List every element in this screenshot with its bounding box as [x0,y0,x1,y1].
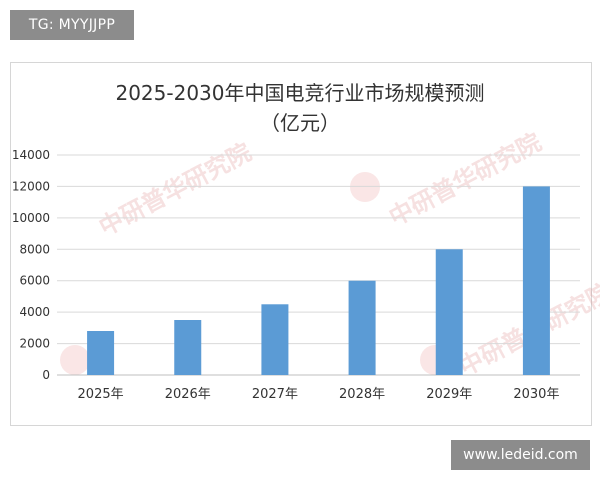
x-tick-label: 2026年 [165,387,211,402]
bar [348,280,376,375]
bar [435,249,463,375]
bar [261,304,289,375]
x-tick-label: 2030年 [513,387,559,402]
bar [87,331,115,375]
y-tick-label: 6000 [19,274,50,288]
x-tick-label: 2027年 [252,387,298,402]
y-tick-label: 2000 [19,337,50,351]
y-tick-label: 0 [42,368,50,382]
tg-tag: TG: MYYJJPP [10,10,134,40]
bar [522,186,550,375]
y-tick-label: 4000 [19,305,50,319]
chart-title-block: 2025-2030年中国电竞行业市场规模预测 （亿元） [10,78,590,138]
x-tick-label: 2028年 [339,387,385,402]
chart-subtitle: （亿元） [260,111,340,135]
site-url-tag: www.ledeid.com [451,440,590,470]
y-tick-label: 12000 [12,179,50,193]
x-tick-label: 2029年 [426,387,472,402]
x-tick-label: 2025年 [78,387,124,402]
y-tick-label: 8000 [19,242,50,256]
chart-title: 2025-2030年中国电竞行业市场规模预测 [115,81,485,105]
bar [174,320,202,375]
y-tick-label: 10000 [12,211,50,225]
y-tick-label: 14000 [12,148,50,162]
